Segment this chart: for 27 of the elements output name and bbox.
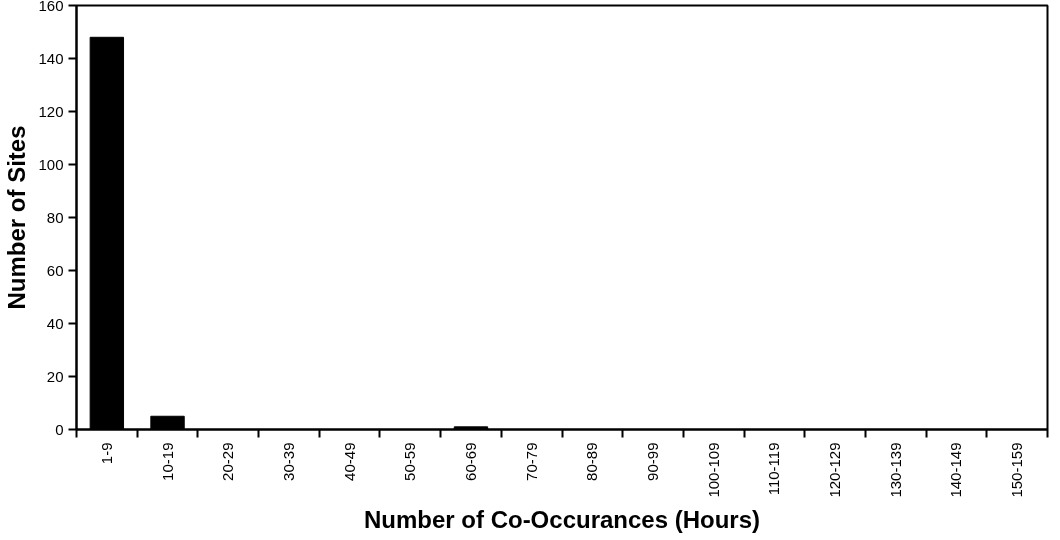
y-axis-title: Number of Sites (3, 125, 31, 310)
y-tick-label: 60 (46, 261, 64, 279)
x-tick-label: 90-99 (644, 442, 662, 481)
y-tick-label: 100 (38, 155, 64, 173)
y-tick-label: 0 (55, 420, 64, 438)
x-tick-label: 80-89 (583, 442, 601, 481)
x-tick-label: 100-109 (704, 442, 722, 498)
x-tick-label: 10-19 (158, 442, 176, 481)
x-tick-label: 40-49 (340, 442, 358, 481)
y-tick-label: 120 (38, 102, 64, 120)
x-tick-label: 110-119 (765, 442, 783, 496)
x-tick-label: 1-9 (97, 442, 115, 465)
y-tick-label: 140 (38, 49, 64, 67)
x-tick-label: 130-139 (886, 442, 904, 498)
x-axis-title: Number of Co-Occurances (Hours) (363, 505, 761, 533)
x-tick-label: 70-79 (522, 442, 540, 481)
x-tick-label: 50-59 (401, 442, 419, 481)
y-tick-label: 40 (46, 314, 64, 332)
x-tick-label: 60-69 (461, 442, 479, 481)
y-tick-label: 160 (38, 0, 64, 14)
x-tick-label: 150-159 (1008, 442, 1026, 498)
x-tick-label: 140-149 (947, 442, 965, 498)
y-tick-label: 80 (46, 208, 64, 226)
x-tick-label: 20-29 (219, 442, 237, 481)
x-tick-label: 120-129 (826, 442, 844, 498)
y-tick-label: 20 (46, 367, 64, 385)
x-tick-label: 30-39 (279, 442, 297, 481)
